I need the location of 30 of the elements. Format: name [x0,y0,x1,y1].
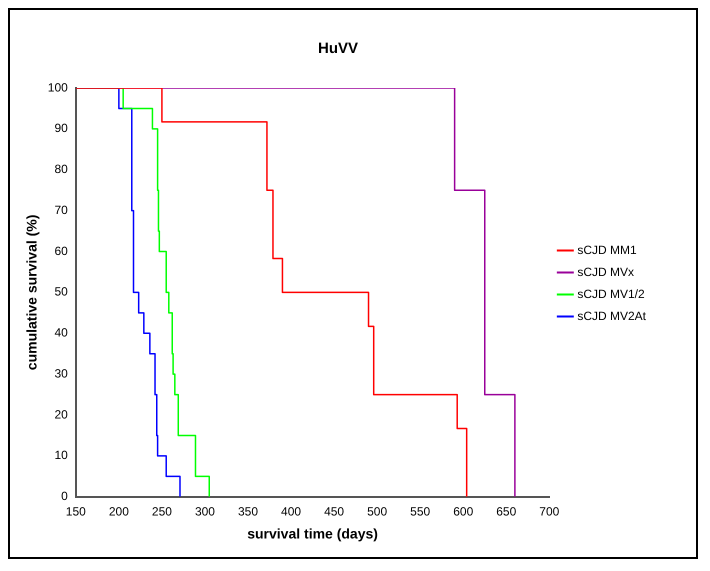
y-tick-label: 40 [54,326,68,340]
y-tick-label: 10 [54,448,68,462]
x-tick-label: 500 [367,504,388,518]
x-tick-label: 250 [152,504,172,518]
x-tick-label: 600 [453,504,474,518]
legend-label: sCJD MVx [577,264,634,279]
y-tick-label: 60 [54,244,68,258]
legend-label: sCJD MM1 [577,242,637,257]
x-tick-label: 400 [281,504,302,518]
y-axis-title: cumulative survival (%) [23,214,40,370]
x-tick-label: 150 [66,504,86,518]
y-tick-label: 0 [61,489,68,504]
x-tick-label: 650 [496,504,517,518]
y-tick-label: 90 [54,121,68,136]
x-tick-label: 300 [194,504,216,518]
x-tick-label: 700 [539,504,560,518]
legend-label: sCJD MV1/2 [577,286,645,301]
chart-title: HuVV [318,40,358,58]
x-tick-label: 450 [324,504,344,518]
y-tick-label: 20 [54,407,68,422]
y-tick-label: 30 [54,366,68,380]
x-tick-label: 200 [108,504,130,518]
y-tick-label: 50 [54,284,68,299]
y-tick-label: 70 [54,202,68,217]
x-tick-label: 350 [238,504,258,518]
legend-label: sCJD MV2At [577,308,647,323]
y-tick-label: 100 [48,80,68,94]
x-axis-title: survival time (days) [247,525,378,542]
y-tick-label: 80 [54,162,68,176]
x-tick-label: 550 [410,504,431,518]
